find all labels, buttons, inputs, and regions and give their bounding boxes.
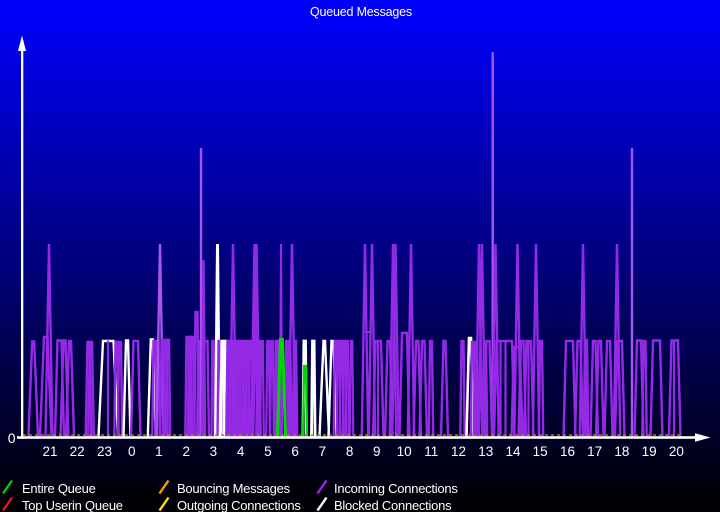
svg-text:0: 0 bbox=[128, 444, 136, 459]
svg-text:10: 10 bbox=[397, 444, 412, 459]
svg-text:12: 12 bbox=[451, 444, 466, 459]
svg-text:8: 8 bbox=[346, 444, 354, 459]
svg-text:15: 15 bbox=[533, 444, 548, 459]
svg-text:16: 16 bbox=[560, 444, 575, 459]
svg-text:Top Userin Queue: Top Userin Queue bbox=[22, 498, 123, 512]
svg-text:1: 1 bbox=[155, 444, 163, 459]
svg-text:7: 7 bbox=[319, 444, 327, 459]
svg-text:Queued Messages: Queued Messages bbox=[310, 5, 412, 19]
svg-text:0: 0 bbox=[8, 430, 16, 446]
svg-text:Incoming Connections: Incoming Connections bbox=[334, 481, 458, 496]
svg-text:20: 20 bbox=[669, 444, 684, 459]
svg-text:17: 17 bbox=[587, 444, 602, 459]
svg-text:22: 22 bbox=[70, 444, 85, 459]
svg-text:19: 19 bbox=[642, 444, 657, 459]
svg-text:2: 2 bbox=[182, 444, 190, 459]
svg-text:23: 23 bbox=[97, 444, 112, 459]
svg-text:11: 11 bbox=[424, 444, 438, 459]
svg-text:Blocked Connections: Blocked Connections bbox=[334, 498, 452, 512]
svg-text:5: 5 bbox=[264, 444, 272, 459]
svg-text:21: 21 bbox=[42, 444, 57, 459]
svg-text:14: 14 bbox=[505, 444, 521, 459]
svg-text:4: 4 bbox=[237, 444, 245, 459]
svg-text:Entire Queue: Entire Queue bbox=[22, 481, 96, 496]
svg-text:6: 6 bbox=[291, 444, 299, 459]
svg-text:Bouncing Messages: Bouncing Messages bbox=[177, 481, 291, 496]
svg-text:9: 9 bbox=[373, 444, 381, 459]
svg-text:18: 18 bbox=[614, 444, 629, 459]
svg-text:Outgoing Connections: Outgoing Connections bbox=[177, 498, 301, 512]
svg-text:3: 3 bbox=[210, 444, 218, 459]
svg-text:13: 13 bbox=[478, 444, 493, 459]
